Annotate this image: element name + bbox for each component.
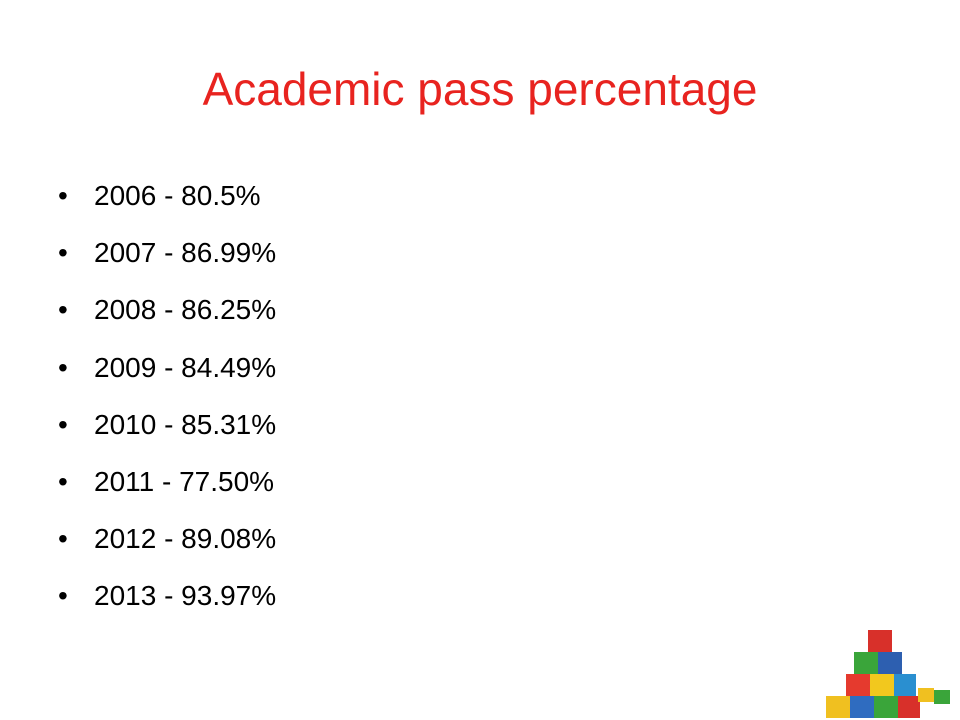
bullet-item: 2013 - 93.97%: [58, 576, 276, 633]
block: [826, 696, 850, 718]
bullet-item: 2007 - 86.99%: [58, 233, 276, 290]
block: [874, 696, 898, 718]
block: [898, 696, 920, 718]
block: [846, 674, 870, 696]
toy-blocks: [826, 630, 950, 718]
bullet-item: 2011 - 77.50%: [58, 462, 276, 519]
block: [854, 652, 878, 674]
block: [934, 690, 950, 704]
bullet-list: 2006 - 80.5%2007 - 86.99%2008 - 86.25%20…: [58, 176, 276, 634]
block: [868, 630, 892, 652]
bullet-item: 2006 - 80.5%: [58, 176, 276, 233]
block: [870, 674, 894, 696]
bullet-item: 2010 - 85.31%: [58, 405, 276, 462]
bullet-item: 2012 - 89.08%: [58, 519, 276, 576]
bullet-item: 2009 - 84.49%: [58, 348, 276, 405]
slide-title: Academic pass percentage: [202, 63, 758, 115]
block: [850, 696, 874, 718]
bullet-item: 2008 - 86.25%: [58, 290, 276, 347]
block: [918, 688, 934, 702]
block: [894, 674, 916, 696]
block: [878, 652, 902, 674]
